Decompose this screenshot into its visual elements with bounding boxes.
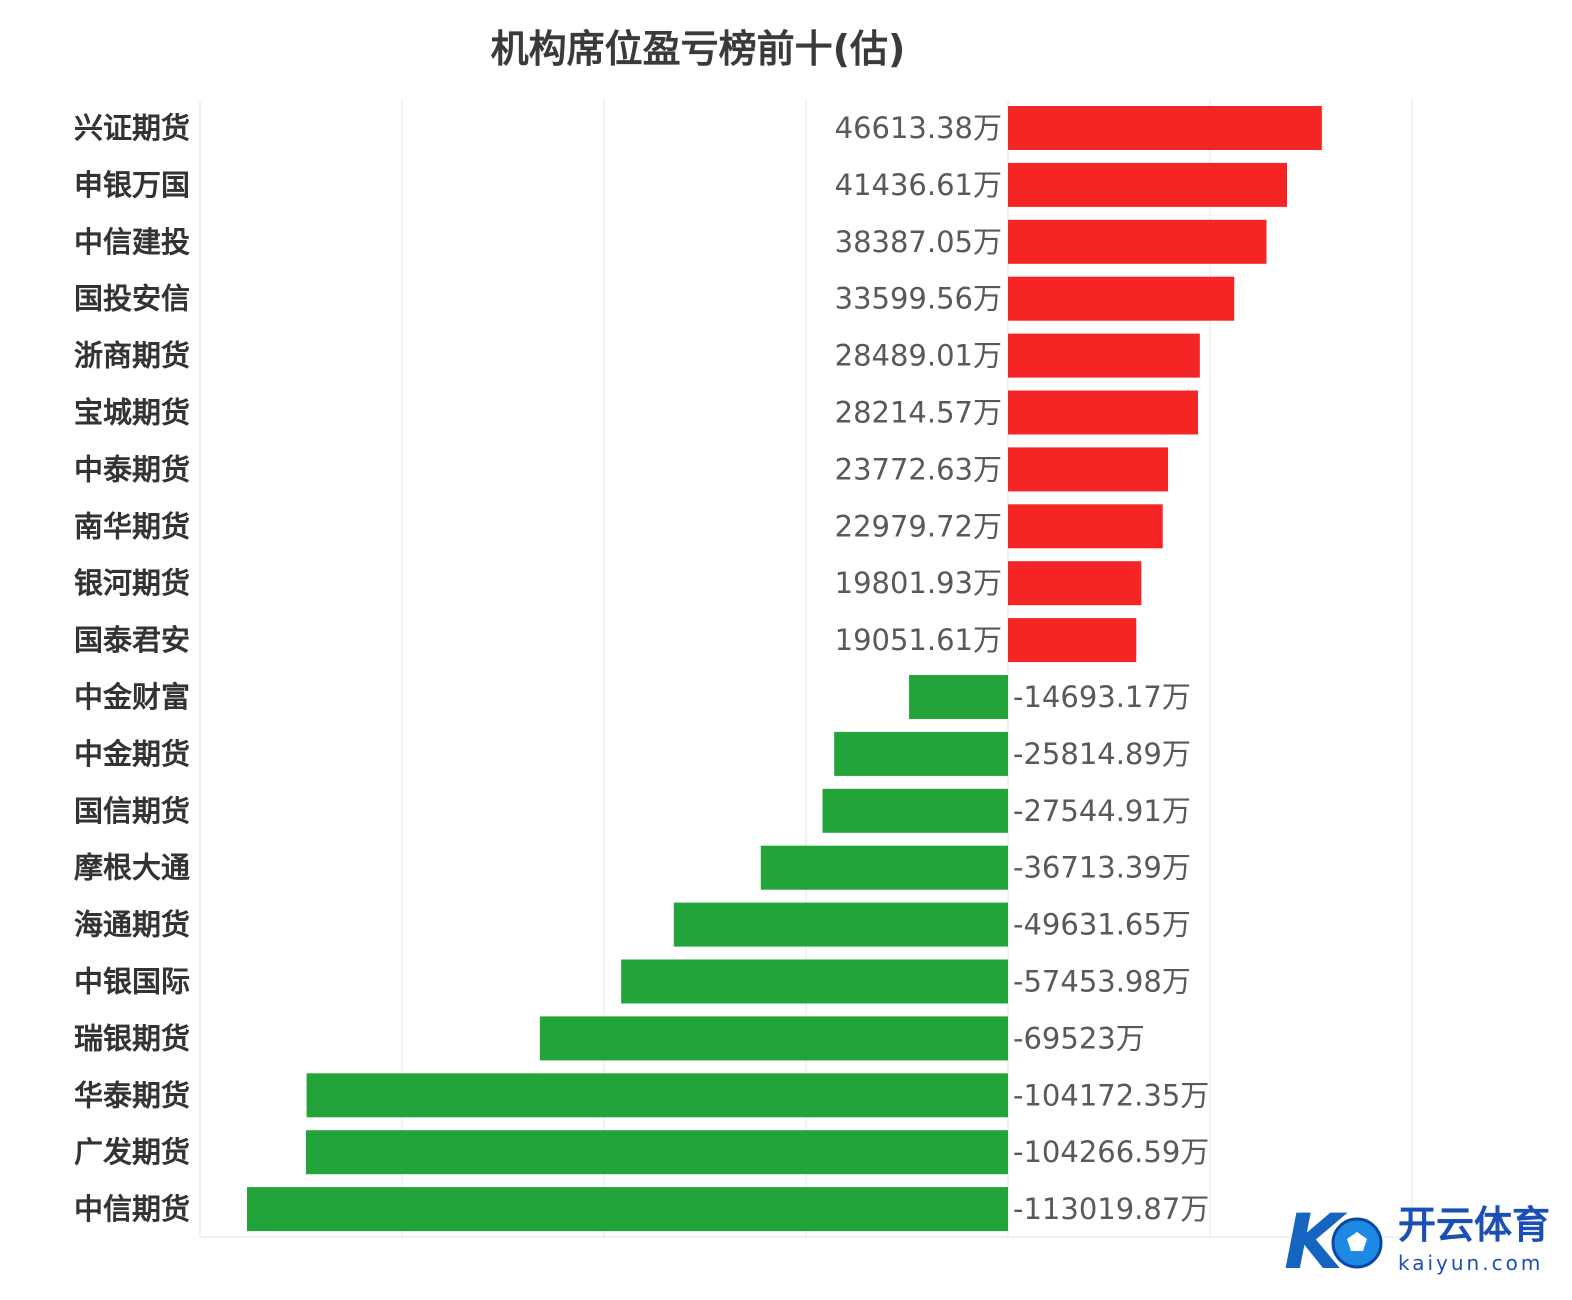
data-label: 38387.05万	[835, 225, 1002, 259]
logo-k-letter: K	[1284, 1197, 1348, 1286]
data-label: -104172.35万	[1013, 1078, 1209, 1112]
bar	[909, 675, 1008, 719]
data-label: -57453.98万	[1013, 965, 1191, 999]
data-label: -25814.89万	[1013, 737, 1191, 771]
category-label: 中泰期货	[74, 452, 190, 486]
category-label: 宝城期货	[74, 396, 190, 430]
bar	[822, 788, 1008, 833]
data-label: 22979.72万	[835, 509, 1002, 543]
bar	[1008, 219, 1267, 264]
category-label: 国泰君安	[74, 623, 190, 657]
category-label: 申银万国	[74, 168, 190, 202]
bar	[246, 1187, 1009, 1232]
category-label: 中信期货	[74, 1192, 190, 1226]
data-label: 19801.93万	[835, 566, 1002, 600]
watermark-name: 开云体育	[1398, 1203, 1550, 1247]
bar	[1008, 390, 1198, 435]
gridlines	[199, 100, 1413, 1238]
bar	[1008, 504, 1163, 549]
bar	[760, 845, 1008, 890]
value-labels: 46613.38万 41436.61万 38387.05万 33599.56万 2848…	[835, 111, 1210, 1226]
data-label: -69523万	[1013, 1021, 1145, 1055]
bars	[246, 106, 1322, 1232]
bar	[539, 1016, 1008, 1061]
data-label: 23772.63万	[835, 452, 1002, 486]
data-label: -104266.59万	[1013, 1135, 1209, 1169]
data-label: 28489.01万	[835, 339, 1002, 373]
watermark-domain: kaiyun.com	[1398, 1251, 1543, 1275]
data-label: 28214.57万	[835, 396, 1002, 430]
category-label: 中金财富	[74, 680, 190, 714]
bar	[1008, 561, 1142, 606]
category-label: 国信期货	[74, 794, 190, 828]
bar	[1008, 276, 1235, 321]
bar	[1008, 106, 1322, 150]
category-label: 中信建投	[74, 225, 190, 259]
category-label: 中金期货	[74, 737, 190, 771]
category-label: 银河期货	[74, 566, 190, 600]
category-label: 浙商期货	[74, 339, 190, 373]
bar	[834, 731, 1008, 776]
category-label: 华泰期货	[74, 1078, 190, 1112]
soccer-ball-patch	[1347, 1232, 1367, 1251]
category-label: 南华期货	[74, 509, 190, 543]
bar	[305, 1130, 1008, 1175]
category-label: 国投安信	[74, 282, 190, 316]
bar	[673, 902, 1008, 947]
data-label: -27544.91万	[1013, 794, 1191, 828]
data-label: 41436.61万	[835, 168, 1002, 202]
data-label: 46613.38万	[835, 111, 1002, 145]
bar	[306, 1073, 1008, 1118]
category-labels: 兴证期货申银万国中信建投国投安信浙商期货宝城期货中泰期货南华期货银河期货国泰君安…	[74, 111, 190, 1226]
kaiyun-logo: K 开云体育 kaiyun.com	[1284, 1197, 1550, 1286]
bar	[1008, 447, 1169, 492]
data-label: 19051.61万	[835, 623, 1002, 657]
bar	[621, 959, 1008, 1004]
category-label: 瑞银期货	[74, 1021, 190, 1055]
bar	[1008, 162, 1288, 207]
bar	[1008, 333, 1200, 378]
category-label: 中银国际	[74, 965, 190, 999]
category-label: 海通期货	[74, 908, 190, 942]
data-label: -113019.87万	[1013, 1192, 1209, 1226]
chart-title: 机构席位盈亏榜前十(估)	[491, 27, 906, 71]
data-label: 33599.56万	[835, 282, 1002, 316]
data-label: -36713.39万	[1013, 851, 1191, 885]
category-label: 广发期货	[74, 1135, 190, 1169]
category-label: 兴证期货	[74, 111, 190, 145]
bar	[1008, 618, 1137, 663]
category-label: 摩根大通	[74, 851, 190, 885]
data-label: -49631.65万	[1013, 908, 1191, 942]
data-label: -14693.17万	[1013, 680, 1191, 714]
